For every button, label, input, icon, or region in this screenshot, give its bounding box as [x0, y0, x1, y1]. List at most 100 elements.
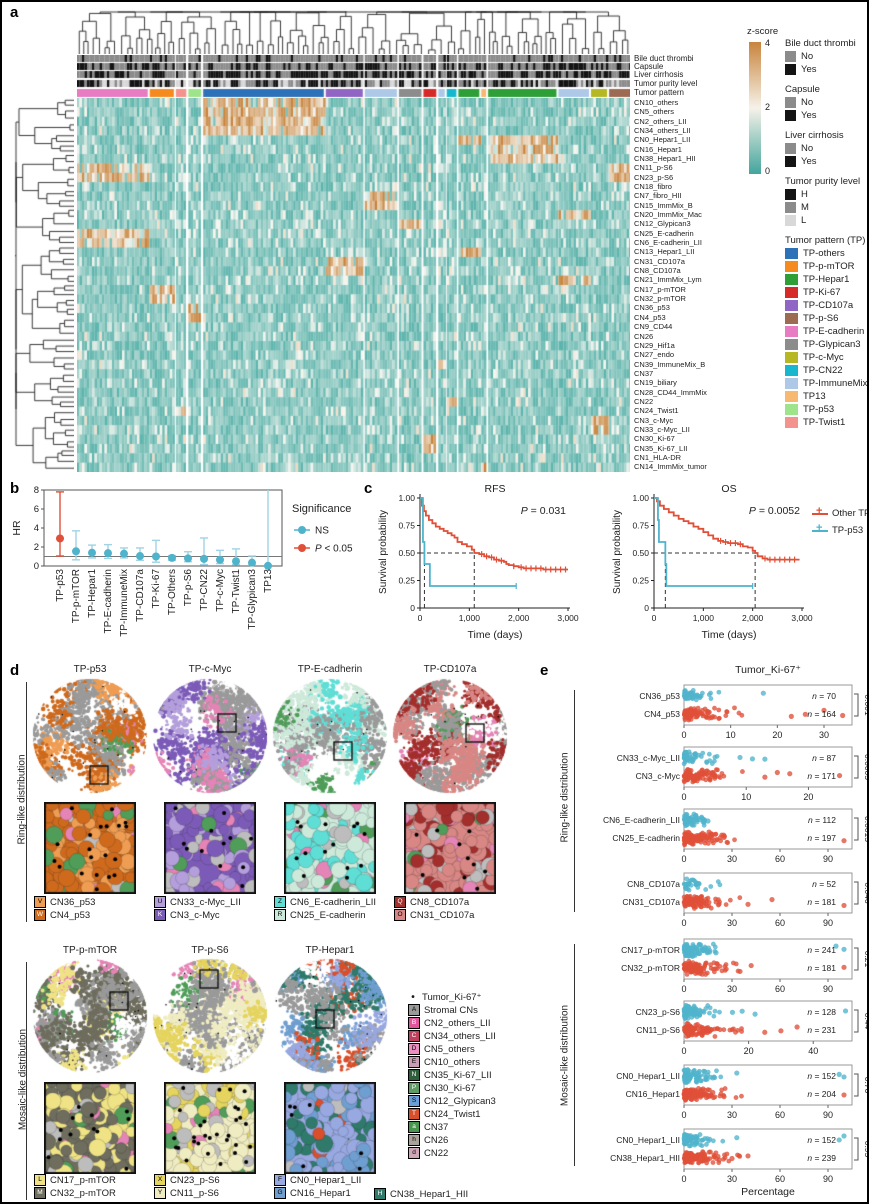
cn-legend-swatch: Z — [274, 896, 286, 908]
cn-legend-item: Q CN8_CD107a — [394, 896, 474, 908]
svg-text:0: 0 — [652, 613, 657, 623]
strip-row-label: CN0_Hepar1_LII — [616, 1135, 680, 1145]
tissue-column-title: TP-p-mTOR — [62, 945, 118, 956]
svg-text:n = 239: n = 239 — [807, 1153, 836, 1163]
cn-legend-item: X CN23_p-S6 — [154, 1174, 220, 1186]
heatmap-row-label: CN21_ImmMix_Lym — [634, 275, 702, 285]
forest-category-label: TP-Glypican3 — [247, 569, 258, 630]
heatmap-row-label: CN26 — [634, 331, 654, 341]
strip-p-value: 0.76 — [863, 1077, 869, 1094]
strip-group-line-ring — [574, 690, 575, 912]
svg-text:0: 0 — [34, 561, 39, 572]
tissue-circle — [152, 958, 268, 1074]
strip-row-label: CN3_c-Myc — [636, 771, 681, 781]
cn-legend-label: CN26 — [424, 1134, 449, 1146]
legend-group-title: Tumor pattern (TP) — [785, 235, 866, 246]
svg-text:1,000: 1,000 — [693, 613, 715, 623]
svg-text:OS: OS — [721, 483, 736, 495]
strip-row-label: CN38_Hepar1_HII — [610, 1153, 680, 1163]
strip-p-value: 0.0005 — [863, 754, 869, 780]
svg-text:2,000: 2,000 — [508, 613, 530, 623]
legend-item: No — [785, 51, 867, 62]
forest-category-label: TP-CD107a — [135, 569, 146, 622]
svg-text:0: 0 — [644, 603, 649, 613]
forest-category-label: TP-p-S6 — [183, 569, 194, 607]
legend-item: TP-Twist1 — [785, 417, 867, 428]
tissue-legend: U CN33_c-Myc_LII K CN3_c-Myc — [154, 896, 241, 922]
legend-item-label: TP-p-S6 — [803, 313, 839, 324]
km-legend: Other TPs TP-p53 — [812, 505, 867, 542]
cn-legend-swatch: h — [408, 1134, 420, 1146]
strip-group-line-mosaic — [574, 944, 575, 1166]
svg-text:0: 0 — [418, 613, 423, 623]
cn-legend-swatch: E — [408, 1056, 420, 1068]
cn-legend-item: a CN37 — [408, 1121, 496, 1133]
cn-legend-label: CN24_Twist1 — [424, 1108, 481, 1120]
svg-text:60: 60 — [775, 854, 785, 864]
cn-legend-item: M CN32_p-mTOR — [34, 1187, 116, 1199]
cn-legend-label: CN32_p-mTOR — [50, 1187, 116, 1199]
cn-legend-item: V CN36_p53 — [34, 896, 95, 908]
heatmap-row-label: CN19_biliary — [634, 378, 677, 388]
cn-legend-item: T CN24_Twist1 — [408, 1108, 496, 1120]
annotation-label: Tumor pattern — [634, 88, 684, 97]
colorbar-tick: 4 — [765, 38, 771, 48]
heatmap-row-label: CN6_E-cadherin_LII — [634, 238, 702, 248]
row-dendrogram — [14, 98, 74, 472]
svg-text:0.75: 0.75 — [632, 521, 649, 531]
tissue-circle — [392, 678, 508, 794]
cn-legend-swatch: W — [34, 909, 46, 921]
cn-legend-label: CN36_p53 — [50, 896, 96, 908]
legend-swatch — [785, 313, 798, 324]
svg-text:n = 164: n = 164 — [807, 709, 836, 719]
cn-shared-legend: • Tumor_Ki-67⁺ A Stromal CNs B CN2_others_LII… — [408, 992, 496, 1160]
strip-row-label: CN31_CD107a — [622, 897, 680, 907]
strip-row-label: CN8_CD107a — [627, 879, 680, 889]
strip-p-value: 0.0015 — [863, 816, 869, 842]
legend-item-label: No — [801, 97, 814, 108]
legend-swatch — [785, 391, 798, 402]
legend-item-label: TP-E-cadherin — [803, 326, 865, 337]
svg-text:3,000: 3,000 — [791, 613, 813, 623]
heatmap-row-label: CN34_others_LII — [634, 125, 691, 135]
cn-legend-item: K CN3_c-Myc — [154, 909, 241, 921]
tissue-legend: Z CN6_E-cadherin_LII R CN25_E-cadherin — [274, 896, 376, 922]
legend-group: Tumor pattern (TP) TP-others TP-p-mTOR TP-H… — [785, 235, 867, 428]
strip-p-value: 0.001 — [863, 694, 869, 716]
heatmap-row-label: CN29_Hif1a — [634, 340, 675, 350]
legend-group: Liver cirrhosis No Yes — [785, 130, 867, 167]
legend-group: Bile duct thrombi No Yes — [785, 38, 867, 75]
legend-item-label: TP-c-Myc — [803, 352, 844, 363]
cn-legend-item: h CN26 — [408, 1134, 496, 1146]
legend-item: TP-p53 — [785, 404, 867, 415]
svg-text:30: 30 — [727, 918, 737, 928]
legend-item: TP-Hepar1 — [785, 274, 867, 285]
svg-text:n = 181: n = 181 — [807, 897, 836, 907]
heatmap-row-label: CN8_CD107a — [634, 266, 681, 276]
legend-item: TP-Glypican3 — [785, 339, 867, 350]
annotation-tracks — [77, 55, 630, 98]
cn-legend-swatch: H — [374, 1188, 386, 1200]
heatmap-row-label: CN39_ImmuneMix_B — [634, 359, 706, 369]
heatmap-row-label: CN16_Hepar1 — [634, 144, 682, 154]
colorbar — [749, 42, 761, 174]
svg-text:20: 20 — [803, 792, 813, 802]
heatmap — [77, 98, 630, 472]
svg-text:8: 8 — [34, 485, 39, 496]
tissue-column-title: TP-p53 — [73, 664, 107, 675]
strip-points — [681, 749, 768, 767]
legend-group: Tumor purity level H M L — [785, 176, 867, 226]
legend-item: TP-p-S6 — [785, 313, 867, 324]
strip-row-label: CN11_p-S6 — [636, 1025, 680, 1035]
svg-text:10: 10 — [726, 730, 736, 740]
svg-text:n = 52: n = 52 — [812, 879, 836, 889]
legend-item-label: H — [801, 189, 808, 200]
cn-legend-label: CN3_c-Myc — [170, 909, 220, 921]
legend-item-label: TP13 — [803, 391, 826, 402]
tissue-zoom-square — [44, 802, 136, 894]
svg-text:Time (days): Time (days) — [701, 629, 756, 641]
tissue-zoom-square — [44, 1082, 136, 1174]
km-legend-other: Other TPs — [812, 505, 867, 519]
forest-category-label: TP-ImmuneMix — [119, 569, 130, 637]
legend-item-label: Yes — [801, 110, 817, 121]
